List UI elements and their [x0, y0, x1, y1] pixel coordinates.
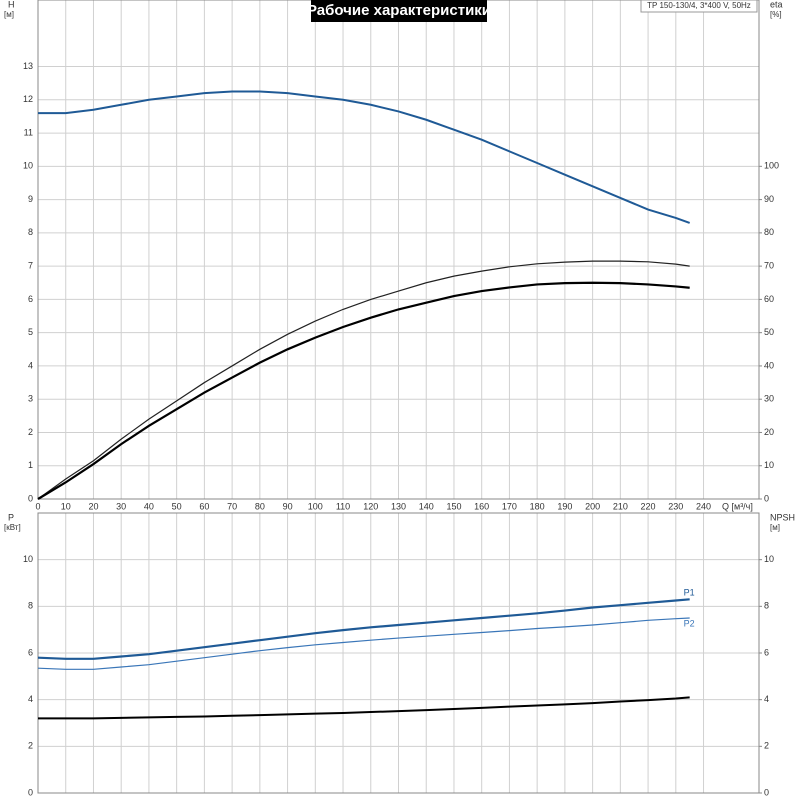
x-tick-label: 120 [363, 501, 378, 511]
y-tick-label: 8 [28, 601, 33, 611]
y2-axis-unit: [%] [770, 10, 782, 19]
series-line [37, 598, 690, 660]
y2-axis-label: NPSH [770, 512, 795, 522]
y-tick-label: 10 [23, 161, 33, 171]
series-line [37, 260, 690, 500]
series-line [37, 617, 690, 670]
y2-tick-label: 10 [764, 460, 774, 470]
x-tick-label: 110 [336, 501, 350, 511]
y-axis-label: P [8, 512, 14, 522]
y2-tick-label: 100 [764, 161, 779, 171]
y2-tick-label: 0 [764, 493, 769, 503]
y-tick-label: 3 [28, 394, 33, 404]
y2-tick-label: 10 [764, 554, 774, 564]
x-tick-label: 100 [308, 501, 323, 511]
y2-tick-label: 80 [764, 227, 774, 237]
subtitle-box [640, 0, 758, 13]
y-tick-label: 6 [28, 647, 33, 657]
series-line [37, 281, 690, 500]
x-tick-label: 140 [419, 501, 434, 511]
y2-tick-label: 50 [764, 327, 774, 337]
plot-layer: 0 10 20 30 40 50 60 70 80 90 100 110 120 130 140 150 160… [4, 0, 795, 797]
y2-tick-label: 20 [764, 427, 774, 437]
y-tick-label: 13 [23, 61, 33, 71]
x-tick-label: 130 [391, 501, 406, 511]
y-tick-label: 11 [24, 127, 33, 137]
x-tick-label: 200 [585, 501, 600, 511]
x-tick-label: 160 [474, 501, 489, 511]
y2-axis-unit: [м] [770, 523, 780, 532]
x-axis-label: Q [м³/ч] [722, 501, 753, 511]
y2-tick-label: 2 [764, 741, 769, 751]
plot-frame [37, 0, 760, 500]
x-tick-label: 50 [172, 501, 182, 511]
series-line [38, 696, 690, 720]
x-tick-label: 20 [88, 501, 98, 511]
x-tick-label: 10 [61, 501, 71, 511]
y-axis-unit: [кВт] [4, 523, 21, 532]
y-tick-label: 4 [28, 360, 33, 370]
series-line [38, 90, 691, 224]
x-tick-label: 230 [668, 501, 683, 511]
x-tick-label: 80 [255, 501, 265, 511]
y2-tick-label: 40 [764, 360, 774, 370]
x-tick-label: 170 [502, 501, 517, 511]
chart-title: Рабочие характеристики [307, 2, 491, 19]
x-tick-label: 30 [116, 501, 126, 511]
y2-tick-label: 60 [764, 294, 774, 304]
y-tick-label: 9 [28, 194, 33, 204]
y2-tick-label: 0 [764, 787, 769, 797]
x-tick-label: 60 [199, 501, 209, 511]
x-tick-label: 90 [283, 501, 293, 511]
y-tick-label: 2 [28, 427, 33, 437]
x-tick-label: 180 [530, 501, 545, 511]
y2-tick-label: 6 [764, 647, 769, 657]
y-tick-label: 5 [28, 327, 33, 337]
y-axis-label: H [8, 0, 15, 9]
y-tick-label: 12 [23, 94, 33, 104]
series-label: P2 [684, 618, 695, 628]
y-axis-unit: [м] [4, 10, 14, 19]
y2-tick-label: 70 [764, 261, 774, 271]
x-tick-label: 240 [696, 501, 711, 511]
y-tick-label: 10 [23, 554, 33, 564]
title-box [311, 0, 487, 22]
grid-layer [37, 0, 759, 794]
y2-tick-label: 30 [764, 394, 774, 404]
x-tick-label: 150 [446, 501, 461, 511]
chart-subtitle: TP 150-130/4, 3*400 V, 50Hz [647, 1, 751, 10]
y-tick-label: 2 [28, 741, 33, 751]
x-tick-label: 70 [227, 501, 237, 511]
x-tick-label: 220 [641, 501, 656, 511]
y-tick-label: 6 [28, 294, 33, 304]
y-tick-label: 0 [28, 787, 33, 797]
series-label: P1 [684, 588, 695, 598]
y2-tick-label: 90 [764, 194, 774, 204]
y2-tick-label: 8 [764, 601, 769, 611]
y2-axis-label: eta [770, 0, 783, 9]
x-tick-label: 40 [144, 501, 154, 511]
x-tick-label: 190 [557, 501, 572, 511]
x-tick-label: 210 [613, 501, 628, 511]
y-tick-label: 0 [28, 493, 33, 503]
x-tick-label: 0 [35, 501, 40, 511]
y-tick-label: 7 [28, 261, 33, 271]
plot-frame [37, 512, 760, 794]
y-tick-label: 4 [28, 694, 33, 704]
y-tick-label: 1 [28, 460, 33, 470]
y2-tick-label: 4 [764, 694, 769, 704]
y-tick-label: 8 [28, 227, 33, 237]
